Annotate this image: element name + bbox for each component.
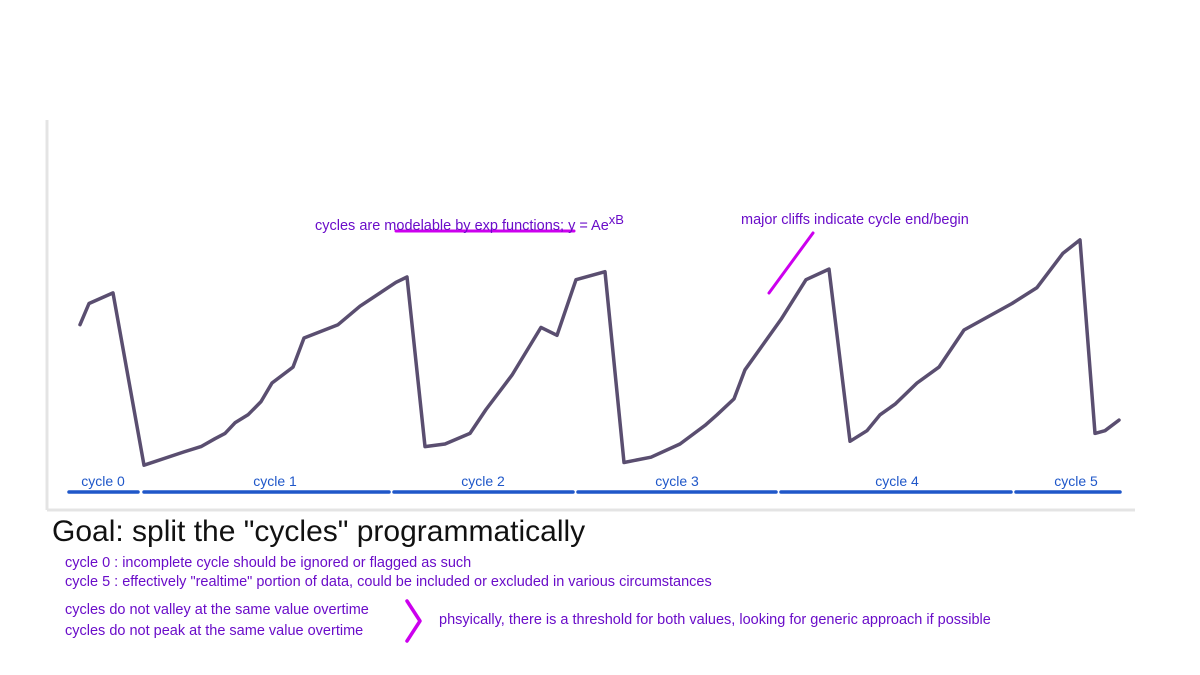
goal-heading: Goal: split the "cycles" programmaticall…: [52, 515, 586, 548]
cycle-label-2: cycle 2: [461, 473, 505, 489]
cycle-label-0: cycle 0: [81, 473, 125, 489]
note-threshold: phsyically, there is a threshold for bot…: [439, 612, 991, 628]
modelable-annotation: cycles are modelable by exp functions; y…: [315, 212, 624, 234]
cycle-label-4: cycle 4: [875, 473, 919, 489]
cycle-label-1: cycle 1: [253, 473, 297, 489]
cycle-label-5: cycle 5: [1054, 473, 1098, 489]
note-valley: cycles do not valley at the same value o…: [65, 602, 369, 618]
cliff-pointer: [767, 231, 815, 295]
modelable-superscript: xB: [608, 212, 624, 227]
brace-chevron: [405, 599, 422, 643]
series-line: [78, 238, 1121, 467]
modelable-text: cycles are modelable by exp functions; y…: [315, 217, 609, 234]
note-cycle5: cycle 5 : effectively "realtime" portion…: [65, 574, 712, 590]
cliffs-annotation: major cliffs indicate cycle end/begin: [741, 212, 969, 228]
note-peak: cycles do not peak at the same value ove…: [65, 623, 364, 639]
note-cycle0: cycle 0 : incomplete cycle should be ign…: [65, 555, 472, 571]
cycle-label-3: cycle 3: [655, 473, 699, 489]
